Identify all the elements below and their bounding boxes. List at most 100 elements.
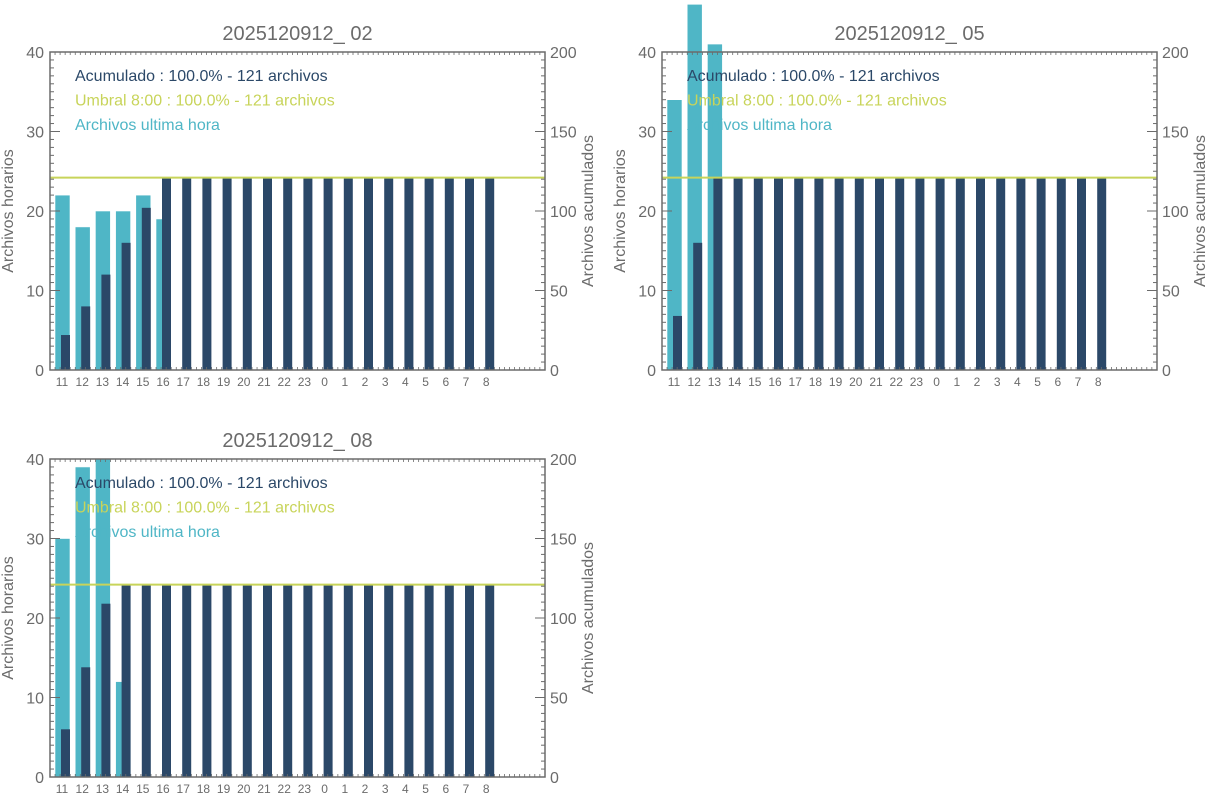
cumulative-bar [774,177,783,370]
legend-entry: Archivos ultima hora [687,117,832,134]
x-tick-label: 1 [341,375,348,389]
x-tick-label: 17 [177,375,191,389]
left-tick-label: 40 [26,452,44,469]
right-tick-label: 50 [1162,284,1180,301]
legend-entry: Archivos ultima hora [75,117,220,134]
cumulative-bar [713,177,723,370]
right-tick-label: 150 [1162,125,1189,142]
cumulative-bar [485,177,495,370]
left-axis-label: Archivos horarios [612,149,629,273]
cumulative-bar [424,584,434,777]
right-axis-label: Archivos acumulados [580,542,597,694]
left-tick-label: 30 [638,125,656,142]
cumulative-bar [384,584,394,777]
right-tick-label: 50 [550,284,568,301]
x-tick-label: 5 [422,782,429,796]
cumulative-bar [444,584,454,777]
left-tick-label: 20 [26,204,44,221]
cumulative-bar [141,584,151,777]
cumulative-bar [343,584,353,777]
left-tick-label: 40 [26,45,44,62]
left-tick-label: 40 [638,45,656,62]
x-tick-label: 3 [382,375,389,389]
left-tick-label: 0 [647,363,656,380]
cumulative-bar [814,177,824,370]
cumulative-bar [444,177,454,370]
x-tick-label: 21 [257,782,271,796]
x-tick-label: 21 [869,375,883,389]
x-tick-label: 14 [116,375,130,389]
x-tick-label: 8 [483,782,490,796]
cumulative-bar [364,584,373,777]
x-tick-label: 8 [483,375,490,389]
left-tick-label: 30 [26,532,44,549]
legend-entry: Umbral 8:00 : 100.0% - 121 archivos [75,500,335,517]
cumulative-bar [915,177,925,370]
cumulative-bar [81,667,91,777]
cumulative-bar [61,729,70,777]
x-tick-label: 15 [748,375,762,389]
x-tick-label: 20 [849,375,863,389]
cumulative-bar [141,207,151,370]
x-tick-label: 11 [56,375,69,389]
cumulative-bar [101,603,111,777]
cumulative-bar [364,177,373,370]
x-tick-label: 20 [237,375,251,389]
chart-title: 2025120912_ 05 [834,23,984,45]
x-tick-label: 22 [278,375,292,389]
x-tick-label: 0 [321,782,328,796]
cumulative-bar [1056,177,1066,370]
x-tick-label: 6 [442,375,449,389]
right-tick-label: 200 [550,452,577,469]
cumulative-bar [222,584,232,777]
cumulative-bar [424,177,434,370]
cumulative-bar [485,584,495,777]
cumulative-bar [794,177,804,370]
right-axis-label: Archivos acumulados [580,135,597,287]
chart-title: 2025120912_ 02 [222,23,372,45]
x-tick-label: 11 [56,782,69,796]
x-tick-label: 23 [910,375,924,389]
cumulative-bar [935,177,945,370]
right-tick-label: 150 [550,532,577,549]
cumulative-bar [343,177,353,370]
left-tick-label: 10 [26,284,44,301]
cumulative-bar [303,177,313,370]
x-tick-label: 16 [156,782,170,796]
cumulative-bar [323,584,333,777]
right-tick-label: 50 [550,691,568,708]
x-tick-label: 12 [688,375,702,389]
x-tick-label: 4 [402,782,409,796]
x-tick-label: 3 [994,375,1001,389]
cumulative-bar [875,177,884,370]
x-tick-label: 13 [96,375,110,389]
x-tick-label: 2 [974,375,981,389]
cumulative-bar [895,177,905,370]
cumulative-bar [283,584,293,777]
x-tick-label: 23 [298,375,312,389]
x-tick-label: 8 [1095,375,1102,389]
right-tick-label: 100 [550,611,577,628]
cumulative-bar [1036,177,1046,370]
cumulative-bar [733,177,743,370]
x-tick-label: 13 [96,782,110,796]
cumulative-bar [1077,177,1086,370]
legend-entry: Acumulado : 100.0% - 121 archivos [687,68,940,85]
x-tick-label: 18 [197,782,211,796]
cumulative-bar [303,584,313,777]
cumulative-bar [323,177,333,370]
x-tick-label: 18 [809,375,823,389]
cumulative-bar [121,584,131,777]
cumulative-bar [854,177,864,370]
x-tick-label: 19 [217,375,231,389]
cumulative-bar [222,177,232,370]
cumulative-bar [996,177,1006,370]
x-tick-label: 6 [442,782,449,796]
x-tick-label: 4 [1014,375,1021,389]
cumulative-bar [263,177,272,370]
x-tick-label: 21 [257,375,271,389]
cumulative-bar [753,177,763,370]
